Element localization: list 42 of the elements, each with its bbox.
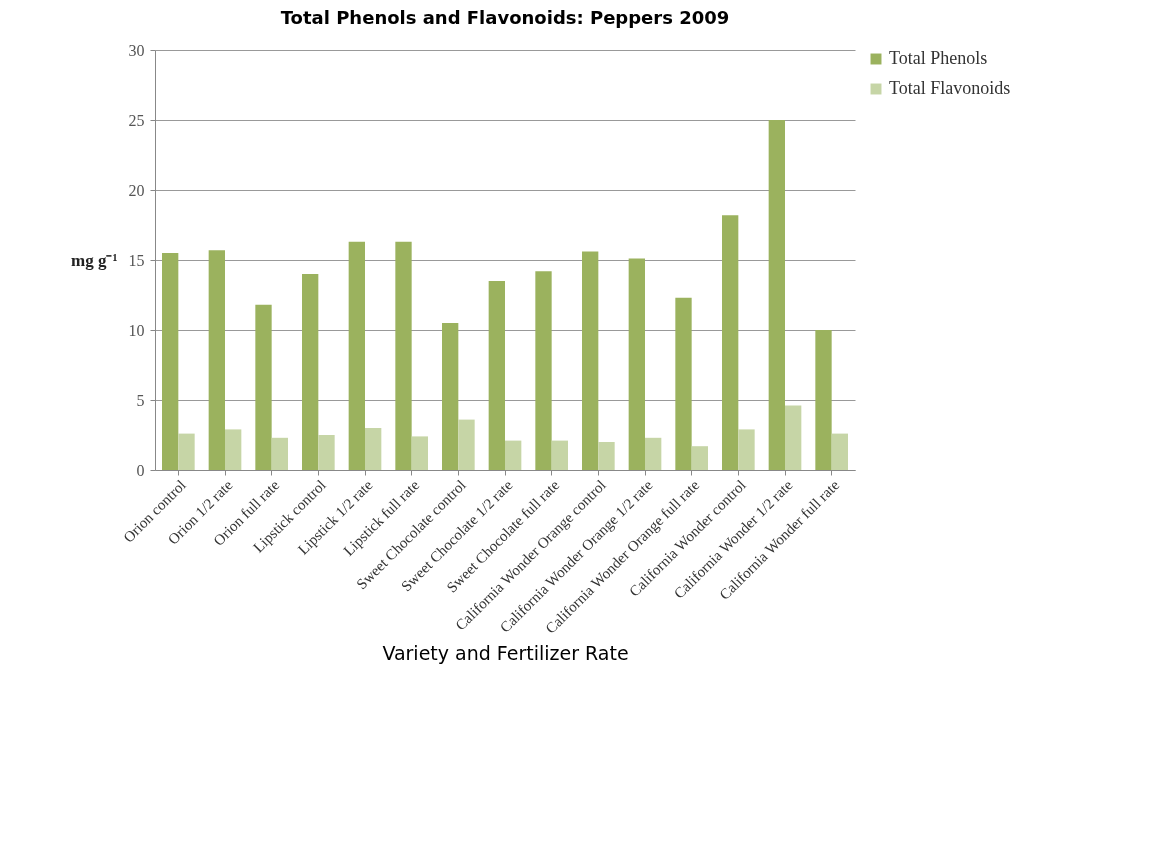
bar [628,258,645,470]
bar [815,330,832,470]
bar [411,436,428,470]
bar [675,297,692,470]
bar [598,442,615,470]
bar [348,241,365,470]
bar [458,419,475,470]
bar [302,274,319,470]
bar [178,433,195,470]
bar [645,437,662,470]
bar [785,405,802,470]
bar [395,241,412,470]
y-tick-label: 0 [136,461,145,479]
bar [208,250,225,470]
chart-title: Total Phenols and Flavonoids: Peppers 2009 [280,7,730,28]
bar [442,323,459,470]
bar [831,433,848,470]
bar [365,428,382,470]
y-tick-label: 30 [128,41,145,59]
bar [225,429,242,470]
y-tick-label: 5 [136,391,145,409]
bar [582,251,599,470]
y-tick-label: 15 [128,251,145,269]
y-tick-label: 10 [128,321,145,339]
x-axis-title: Variety and Fertilizer Rate [382,641,629,664]
y-tick-label: 25 [128,111,145,129]
y-tick-label: 20 [128,181,145,199]
bar [691,446,708,470]
legend-label: Total Phenols [889,48,988,68]
bar [535,271,552,470]
bar [255,304,272,470]
bar [738,429,755,470]
bar [505,440,522,470]
bar [271,437,288,470]
bar [551,440,568,470]
bar [768,120,785,470]
y-axis-title: mg g⁻¹ [70,250,118,270]
bar [318,435,335,470]
bar [722,215,739,470]
bar [488,281,505,470]
legend-label: Total Flavonoids [889,78,1011,98]
bar [162,253,179,470]
